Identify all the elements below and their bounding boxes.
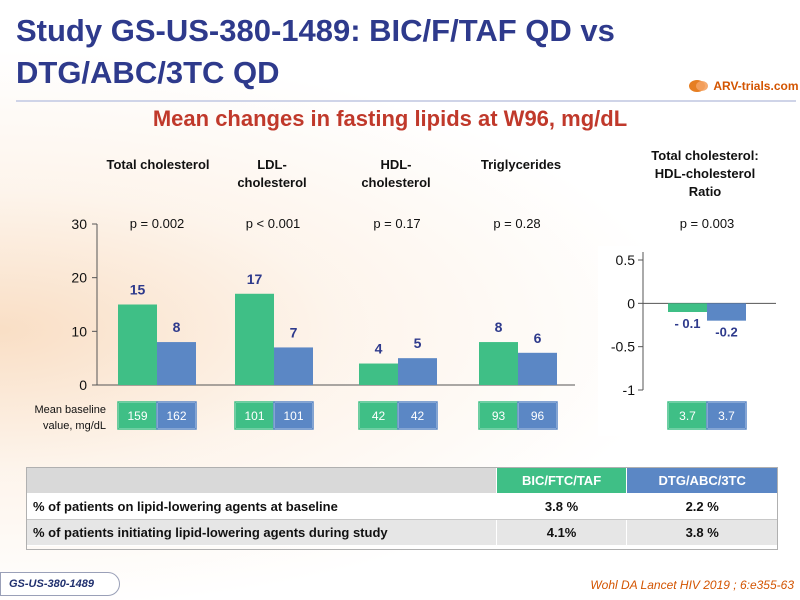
logo-text: ARV-trials.com [713,79,799,93]
table-row: % of patients initiating lipid-lowering … [26,519,778,546]
table-header-bic: BIC/FTC/TAF [495,467,628,494]
baseline-value: 42 [372,409,386,423]
ratio-y-tick-label: -1 [623,382,636,398]
ratio-baseline-box-fill [669,403,706,428]
baseline-box-fill [519,403,556,428]
bar-value-label: 8 [495,319,503,335]
bar-value-label: 8 [173,319,181,335]
table-row-label: % of patients on lipid-lowering agents a… [26,493,497,520]
arv-trials-logo: ARV-trials.com [688,78,800,100]
ratio-bar [707,303,746,321]
baseline-box-fill [158,403,195,428]
column-header-line: HDL- [380,157,412,172]
table-cell-dtg: 2.2 % [626,493,778,520]
bar [398,358,437,385]
bar [359,363,398,385]
bar-value-label: 6 [534,330,542,346]
page-title: Study GS-US-380-1489: BIC/F/TAF QD vs DT… [16,10,656,94]
study-tag: GS-US-380-1489 [0,572,120,596]
ratio-baseline-box-fill [708,403,745,428]
column-header-ratio: Total cholesterol: HDL-cholesterol Ratio [630,147,780,201]
pvalue-total-cholesterol: p = 0.002 [129,216,185,231]
bar-value-label: 7 [290,324,298,340]
baseline-value: 159 [127,409,147,423]
column-header-line: cholesterol [361,175,431,190]
baseline-box-fill [399,403,436,428]
column-header-line: Total cholesterol [106,157,210,172]
chart-subtitle: Mean changes in fasting lipids at W96, m… [152,106,628,131]
lipid-bar-chart: 30 20 10 0 15 159 17 101 4 42 8 93 8 162 7 101 5 42 6 96 0.5… [71,216,776,430]
pvalue-hdl: p = 0.17 [373,216,421,231]
lipid-agents-table: BIC/FTC/TAF DTG/ABC/3TC % of patients on… [26,467,778,546]
column-header-line: Ratio [688,184,722,199]
title-line-2: DTG/ABC/3TC QD [16,55,280,90]
ratio-baseline-value: 3.7 [679,409,696,423]
table-header-empty [26,467,497,494]
baseline-box-fill [119,403,156,428]
ratio-bar-value-label: - 0.1 [674,316,700,331]
ratio-bar-value-label: -0.2 [715,325,737,340]
baseline-value: 101 [244,409,264,423]
pvalue-ldl: p < 0.001 [245,216,301,231]
baseline-box-fill [360,403,397,428]
bar [118,304,157,385]
table-cell-bic: 4.1% [495,519,628,546]
column-header-hdl: HDL- cholesterol [346,156,446,192]
bar-value-label: 5 [414,335,422,351]
column-header-line: cholesterol [237,175,307,190]
baseline-value: 93 [492,409,506,423]
title-line-1: Study GS-US-380-1489: BIC/F/TAF QD vs [16,13,615,48]
ratio-y-tick-label: -0.5 [611,339,635,355]
y-tick-label: 0 [79,377,87,393]
bar [518,352,557,385]
column-header-line: Triglycerides [480,157,562,172]
title-divider [16,100,796,102]
table-row-label: % of patients initiating lipid-lowering … [26,519,497,546]
citation: Wohl DA Lancet HIV 2019 ; 6:e355-63 [590,578,794,592]
table-cell-dtg: 3.8 % [626,519,778,546]
baseline-value: 96 [531,409,545,423]
baseline-label: Mean baseline value, mg/dL [34,404,106,432]
ratio-y-tick-label: 0 [627,295,635,311]
y-tick-label: 30 [71,216,87,232]
table-header-row: BIC/FTC/TAF DTG/ABC/3TC [26,467,778,494]
bar-value-label: 4 [375,341,383,357]
column-header-ldl: LDL- cholesterol [222,156,322,192]
ratio-y-tick-label: 0.5 [616,252,636,268]
baseline-box-fill [236,403,273,428]
logo-icon [689,80,708,92]
column-header-line: HDL-cholesterol [654,166,756,181]
table-row: % of patients on lipid-lowering agents a… [26,493,778,520]
bar [235,293,274,385]
bar [479,342,518,385]
pvalue-ratio: p = 0.003 [679,216,735,231]
y-tick-label: 10 [71,323,87,339]
ratio-bar [668,303,707,312]
baseline-box-fill [275,403,312,428]
column-header-line: Total cholesterol: [651,148,759,163]
bar [157,342,196,385]
table-cell-bic: 3.8 % [495,493,628,520]
baseline-box-fill [480,403,517,428]
bar [274,347,313,385]
y-tick-label: 20 [71,270,87,286]
table-header-dtg: DTG/ABC/3TC [626,467,778,494]
baseline-value: 42 [411,409,425,423]
column-header-triglycerides: Triglycerides [466,156,576,174]
column-header-total-cholesterol: Total cholesterol [88,156,228,174]
baseline-value: 162 [166,409,186,423]
pvalue-triglycerides: p = 0.28 [493,216,541,231]
column-header-line: LDL- [257,157,287,172]
baseline-value: 101 [283,409,303,423]
ratio-baseline-value: 3.7 [718,409,735,423]
bar-value-label: 15 [130,282,146,298]
bar-value-label: 17 [247,271,263,287]
